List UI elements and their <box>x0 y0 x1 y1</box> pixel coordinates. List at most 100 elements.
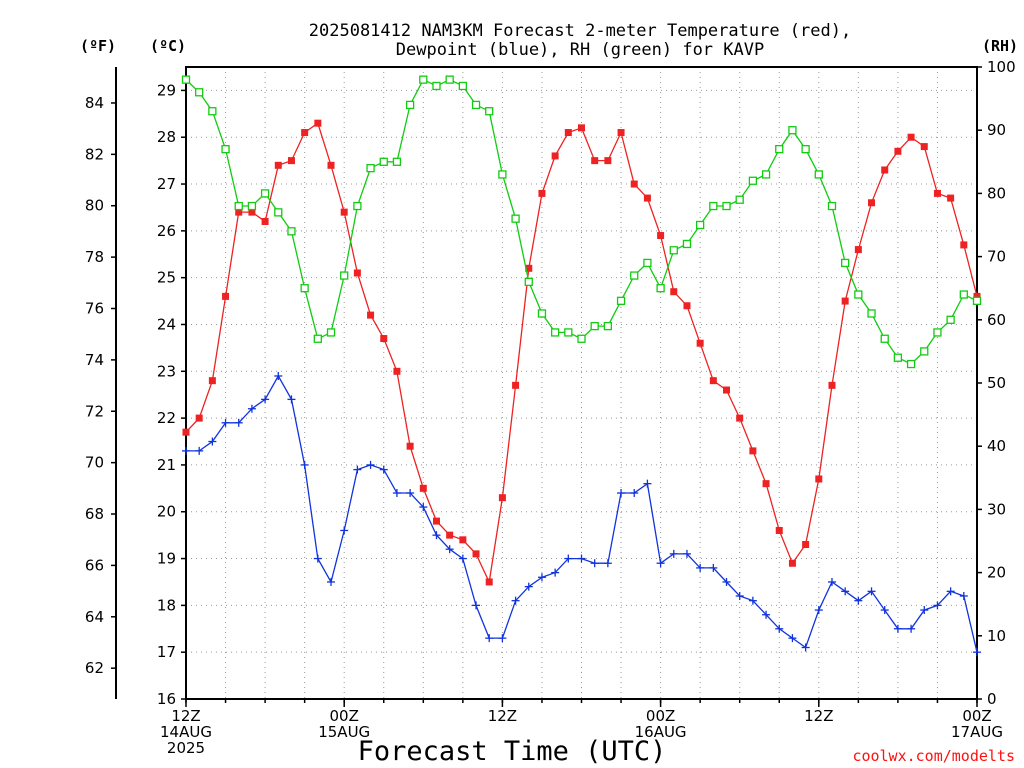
dewpoint-point <box>511 596 520 605</box>
rh-point <box>577 334 586 343</box>
celsius-tick-label: 16 <box>157 690 176 708</box>
chart-title-line-1: 2025081412 NAM3KM Forecast 2-meter Tempe… <box>309 21 851 41</box>
2-meter-temperature-point <box>723 386 731 394</box>
dewpoint-point <box>841 587 850 596</box>
fahrenheit-tick-label: 62 <box>85 659 104 677</box>
2-meter-temperature-point <box>788 559 796 567</box>
dewpoint-point <box>933 601 942 610</box>
rh-point <box>181 75 191 84</box>
dewpoint-point <box>814 606 823 615</box>
dewpoint-point <box>709 563 718 572</box>
2-meter-temperature-point <box>287 157 295 165</box>
2-meter-temperature-point <box>960 241 968 249</box>
2-meter-temperature-point <box>643 194 651 202</box>
x-tick-label: 12Z <box>804 707 833 725</box>
rh-tick-label: 40 <box>987 437 1006 455</box>
dewpoint-point <box>880 606 889 615</box>
dewpoint-point <box>445 545 454 554</box>
dewpoint-point <box>366 460 375 469</box>
data-series <box>181 75 982 657</box>
2-meter-temperature-point <box>868 199 876 207</box>
rh-point <box>366 163 375 173</box>
rh-point <box>722 201 731 211</box>
dewpoint-point <box>682 549 691 558</box>
dewpoint-point <box>524 582 533 591</box>
dewpoint-point <box>208 437 217 446</box>
2-meter-temperature-point <box>657 232 665 240</box>
2-meter-temperature-point <box>538 189 546 197</box>
rh-tick-label: 20 <box>987 564 1006 582</box>
2-meter-temperature-point <box>274 161 282 169</box>
rh-point <box>656 284 665 293</box>
2-meter-temperature-point <box>195 414 203 422</box>
dewpoint-point <box>920 606 929 615</box>
2-meter-temperature-point <box>472 550 480 558</box>
dewpoint-point <box>221 418 230 427</box>
dewpoint-point <box>485 634 494 643</box>
dewpoint-point <box>300 460 309 469</box>
x-tick-label: 00Z <box>962 707 991 725</box>
2-meter-temperature-point <box>604 157 612 165</box>
dewpoint-point <box>340 526 349 535</box>
dewpoint-point <box>603 559 612 568</box>
2-meter-temperature-point <box>498 494 506 502</box>
dewpoint-point <box>696 563 705 572</box>
rh-point <box>195 88 204 97</box>
rh-point <box>893 353 903 362</box>
dewpoint-point <box>458 554 467 563</box>
celsius-tick-label: 19 <box>157 550 176 568</box>
rh-point <box>854 290 863 299</box>
dewpoint-point <box>274 371 283 380</box>
2-meter-temperature-point <box>406 442 414 450</box>
rh-point <box>419 75 428 84</box>
2-meter-temperature-point <box>775 526 783 534</box>
rh-point <box>564 328 573 337</box>
dewpoint-point <box>182 446 190 455</box>
dewpoint-point <box>762 610 771 619</box>
rh-axis-label: (RH) <box>982 37 1018 55</box>
rh-tick-label: 100 <box>987 58 1016 76</box>
rh-point <box>788 126 797 135</box>
rh-point <box>972 296 982 305</box>
2-meter-temperature-point <box>894 147 902 155</box>
rh-point <box>735 195 744 204</box>
rh-point <box>247 201 257 211</box>
rh-point <box>669 246 678 255</box>
2-meter-temperature-point <box>591 157 599 165</box>
rh-point <box>748 176 758 185</box>
fahrenheit-tick-label: 70 <box>85 454 104 472</box>
2-meter-temperature-point <box>696 339 704 347</box>
dewpoint-point <box>735 592 744 601</box>
rh-point <box>590 321 599 331</box>
2-meter-temperature-point <box>459 536 467 544</box>
gridlines <box>186 67 977 699</box>
fahrenheit-tick-label: 68 <box>85 505 104 523</box>
fahrenheit-tick-label: 64 <box>85 608 104 626</box>
dewpoint-point <box>379 465 388 474</box>
2-meter-temperature-point <box>551 152 559 160</box>
2-meter-temperature-point <box>630 180 638 188</box>
x-tick-label: 12Z <box>488 707 517 725</box>
rh-point <box>379 157 388 166</box>
2-meter-temperature-point <box>525 264 533 272</box>
dewpoint-point <box>775 624 784 633</box>
rh-point <box>630 271 639 280</box>
dewpoint-point <box>537 573 546 582</box>
2-meter-temperature-point <box>670 288 678 296</box>
rh-point <box>643 258 652 268</box>
dewpoint-point <box>472 601 481 610</box>
dewpoint-point <box>313 554 322 563</box>
rh-point <box>485 107 494 116</box>
2-meter-temperature-point <box>815 475 823 483</box>
2-meter-temperature-point <box>367 311 375 319</box>
dewpoint-point <box>353 465 362 474</box>
2-meter-temperature-point <box>683 302 691 310</box>
dewpoint-point <box>854 596 863 605</box>
2-meter-temperature-point <box>762 480 770 488</box>
rh-tick-label: 70 <box>987 248 1006 266</box>
2-meter-temperature-point <box>578 124 585 132</box>
rh-point <box>933 328 942 337</box>
rh-point <box>814 170 823 179</box>
dewpoint-point <box>630 489 639 498</box>
2-meter-temperature-point <box>512 381 520 389</box>
